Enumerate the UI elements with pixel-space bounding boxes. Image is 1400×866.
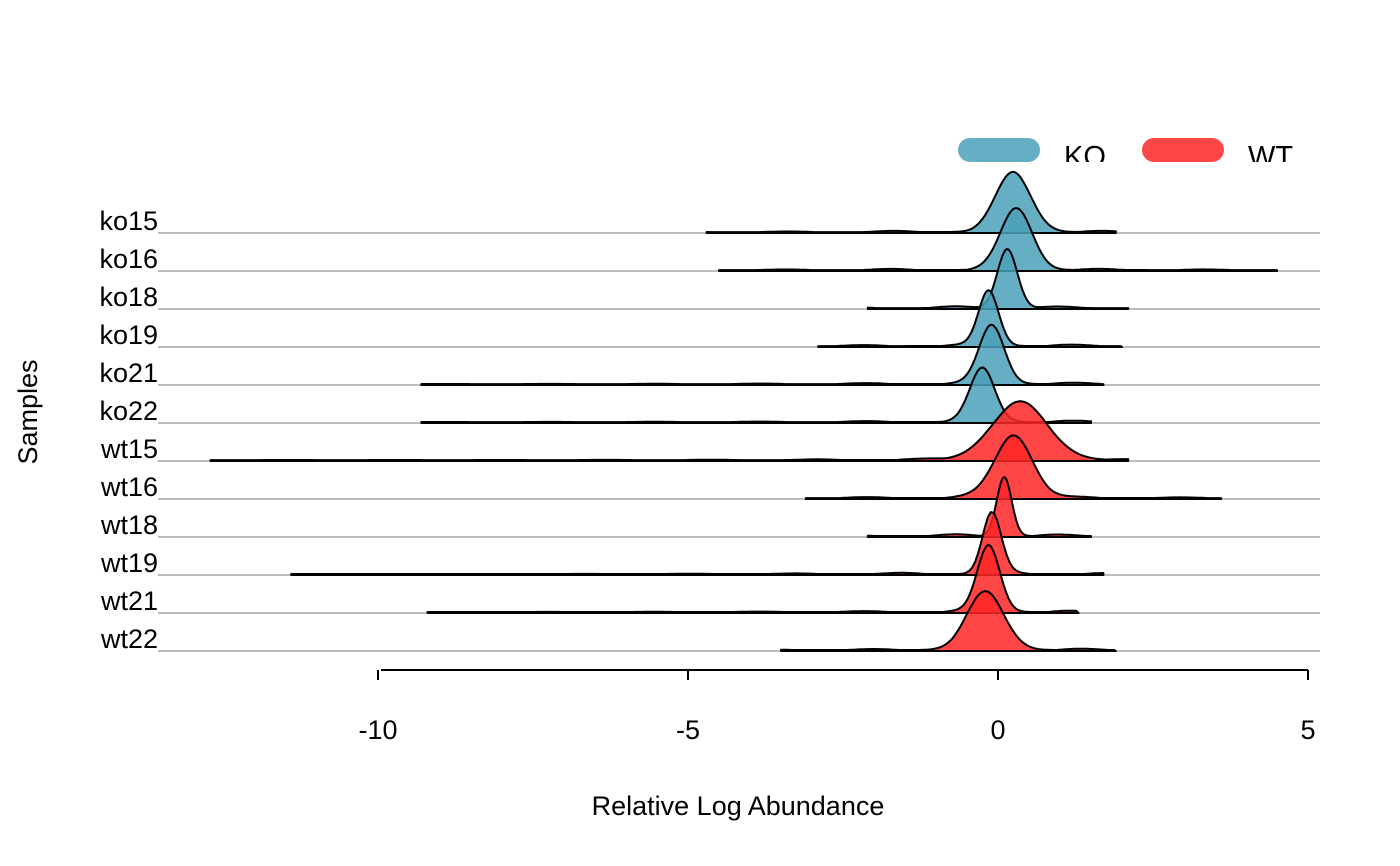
row-label-wt16: wt16 [100, 472, 158, 502]
x-axis-title: Relative Log Abundance [592, 791, 885, 821]
row-label-ko19: ko19 [99, 320, 158, 350]
ridge-ko16 [718, 207, 1278, 272]
x-axis: -10 -5 0 5 [358, 669, 1316, 745]
row-label-ko18: ko18 [99, 282, 158, 312]
ridge-wt15 [209, 400, 1130, 462]
row-label-ko22: ko22 [99, 396, 158, 426]
ridge-wt21 [426, 543, 1080, 614]
ridge-wt16 [804, 434, 1223, 500]
x-tick-label-0: -10 [358, 715, 397, 745]
legend-label-ko: KO [1064, 141, 1106, 173]
ridge-wt22 [780, 590, 1117, 652]
row-label-ko21: ko21 [99, 358, 158, 388]
legend-label-wt: WT [1248, 141, 1293, 173]
x-tick-label-1: -5 [676, 715, 700, 745]
x-tick-label-2: 0 [990, 715, 1005, 745]
row-label-ko15: ko15 [99, 206, 158, 236]
ridge-rows: ko15 ko16 ko18 ko19 ko21 ko22 wt15 wt16 wt18 wt19… [99, 170, 1320, 654]
legend-key-wt [1142, 138, 1224, 162]
ridge-ko19 [817, 289, 1123, 348]
ridge-wt19 [290, 511, 1105, 576]
row-label-ko16: ko16 [99, 244, 158, 274]
legend-key-ko [958, 138, 1040, 162]
row-label-wt19: wt19 [100, 548, 158, 578]
y-axis-title: Samples [13, 359, 43, 464]
row-label-wt21: wt21 [100, 586, 158, 616]
row-label-wt18: wt18 [100, 510, 158, 540]
ridge-ko15 [705, 170, 1117, 234]
x-tick-label-3: 5 [1300, 715, 1315, 745]
ridge-wt18 [866, 476, 1092, 538]
ridge-ko22 [420, 366, 1092, 424]
ridge-ko21 [420, 323, 1105, 386]
ridge-ko18 [866, 248, 1130, 310]
row-label-wt22: wt22 [100, 624, 158, 654]
row-label-wt15: wt15 [100, 434, 158, 464]
legend: KO WT [958, 138, 1293, 173]
